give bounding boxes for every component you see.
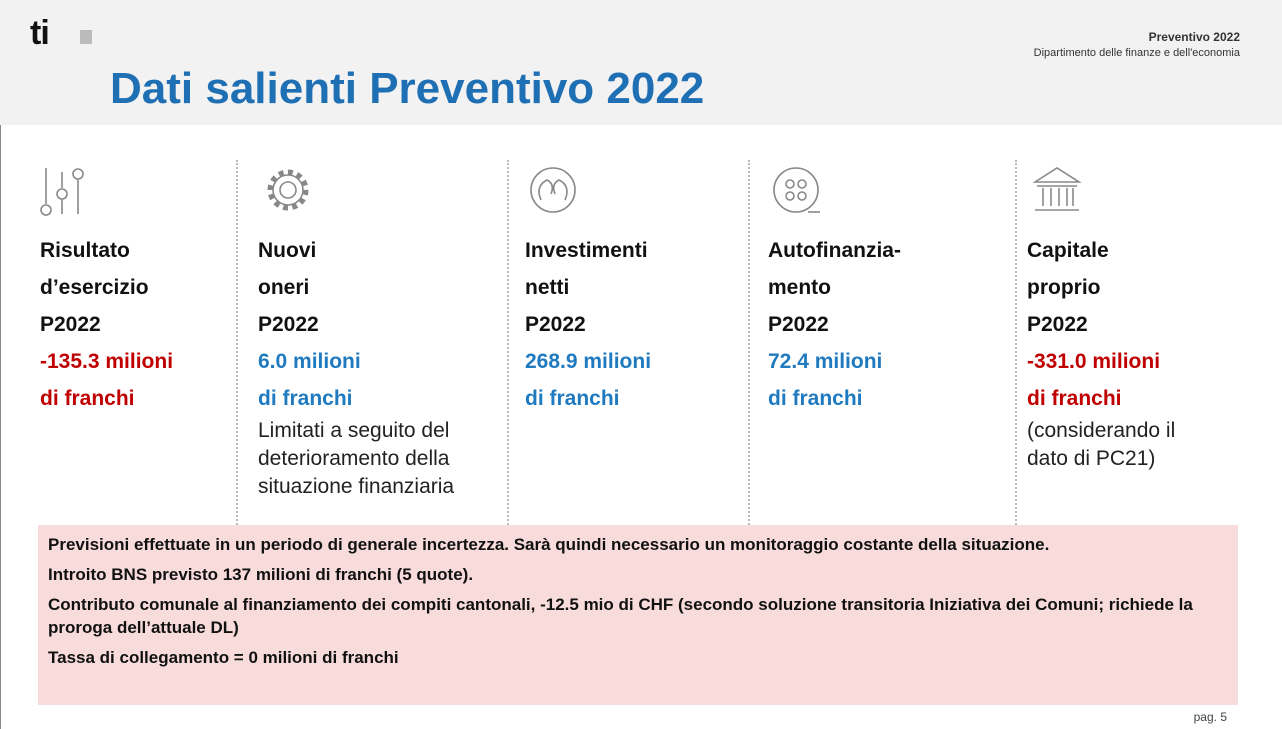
heading: proprio: [1027, 276, 1101, 299]
title: Dati salienti Preventivo 2022: [110, 64, 705, 113]
column: Investimenti netti P2022 268.9 milioni di fr…: [525, 160, 651, 417]
value: -331.0 milioni: [1027, 350, 1161, 373]
department: Dipartimento delle finanze e dell'econom…: [1033, 47, 1240, 59]
note: Contributo comunale al finanziamento dei…: [48, 595, 1193, 637]
note: Tassa di collegamento = 0 milioni di fra…: [48, 648, 399, 667]
heading: Autofinanzia-: [768, 239, 901, 262]
report: Preventivo 2022: [1148, 30, 1240, 44]
logo-mark: [80, 30, 92, 44]
note: dato di PC21): [1027, 447, 1156, 470]
column: Nuovi oneri P2022 6.0 milioni di franchi Limi…: [258, 160, 454, 501]
heading: Investimenti: [525, 239, 648, 262]
icon: [530, 167, 576, 213]
note: Previsioni effettuate in un periodo di g…: [48, 535, 1050, 554]
icon: [258, 160, 454, 220]
note: situazione finanziaria: [258, 475, 455, 498]
heading: netti: [525, 276, 570, 299]
column: Risultato d’esercizio P2022 -135.3 milioni d…: [40, 160, 173, 417]
icon: [40, 160, 173, 220]
column: Capitale proprio P2022 -331.0 milioni di fra…: [1027, 160, 1175, 473]
note: Limitati a seguito del: [258, 419, 450, 442]
value: di franchi: [1027, 387, 1122, 410]
heading: P2022: [768, 313, 829, 336]
icon: [40, 168, 84, 216]
separator: [236, 160, 238, 525]
note: deterioramento della: [258, 447, 450, 470]
value: 268.9 milioni: [525, 350, 652, 373]
heading: P2022: [40, 313, 101, 336]
heading: mento: [768, 276, 831, 299]
value: di franchi: [525, 387, 620, 410]
page-number: pag. 5: [1193, 710, 1227, 724]
logo: ti: [30, 14, 50, 52]
heading: Risultato: [40, 239, 130, 262]
heading: P2022: [258, 313, 319, 336]
column: Autofinanzia-mento P2022 72.4 milioni di fr…: [768, 160, 901, 417]
value: 6.0 milioni: [258, 350, 361, 373]
icon: [267, 169, 309, 211]
value: 72.4 milioni: [768, 350, 883, 373]
icon: [1027, 160, 1175, 220]
separator: [507, 160, 509, 525]
note: Introito BNS previsto 137 milioni di fra…: [48, 565, 474, 584]
note: (considerando il: [1027, 419, 1176, 442]
icon: [773, 167, 820, 213]
heading: d’esercizio: [40, 276, 149, 299]
value: -135.3 milioni: [40, 350, 174, 373]
separator: [1015, 160, 1017, 525]
icon: [768, 160, 901, 220]
edge: [0, 0, 1, 729]
value: di franchi: [40, 387, 135, 410]
notes: Previsioni effettuate in un periodo di g…: [38, 525, 1238, 705]
heading: Capitale: [1027, 239, 1109, 262]
icon: [1032, 167, 1082, 211]
separator: [748, 160, 750, 525]
value: di franchi: [258, 387, 353, 410]
value: di franchi: [768, 387, 863, 410]
header: ti Dati salienti Preventivo 2022 Prevent…: [0, 0, 1282, 125]
heading: P2022: [525, 313, 586, 336]
heading: Nuovi: [258, 239, 317, 262]
heading: P2022: [1027, 313, 1088, 336]
heading: oneri: [258, 276, 310, 299]
icon: [525, 160, 651, 220]
